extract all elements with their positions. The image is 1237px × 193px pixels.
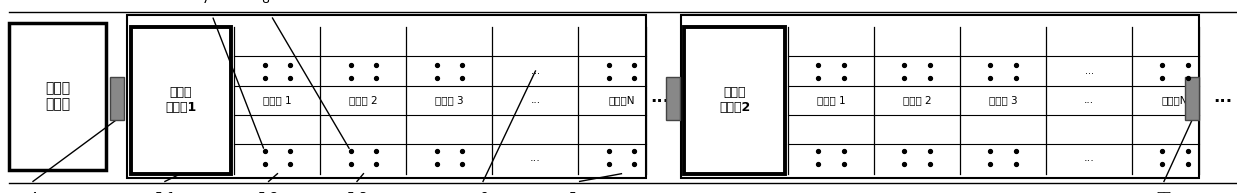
Bar: [131, 27, 231, 174]
Text: 传感元 2: 传感元 2: [903, 95, 931, 105]
Text: 传感元 3: 传感元 3: [988, 95, 1018, 105]
Text: 4: 4: [28, 191, 37, 193]
Bar: [10, 23, 106, 170]
Bar: [680, 15, 1200, 178]
Text: ...: ...: [1084, 95, 1095, 105]
Bar: [684, 27, 784, 174]
Text: 传感元 3: 传感元 3: [435, 95, 464, 105]
Text: 传感元N: 传感元N: [609, 95, 635, 105]
Text: 5-n: 5-n: [569, 191, 590, 193]
Bar: [1185, 77, 1200, 120]
Text: 6: 6: [479, 191, 487, 193]
Text: 7: 7: [202, 0, 210, 6]
Text: ...: ...: [1085, 66, 1094, 76]
Text: 信号处
理单元2: 信号处 理单元2: [719, 86, 750, 114]
Bar: [127, 15, 646, 178]
Text: 传感元 2: 传感元 2: [349, 95, 377, 105]
Text: 信号处
理单元1: 信号处 理单元1: [166, 86, 197, 114]
Text: 接口: 接口: [1157, 191, 1171, 193]
Text: 传感元 1: 传感元 1: [263, 95, 292, 105]
Text: ...: ...: [531, 95, 541, 105]
Text: ...: ...: [1213, 87, 1232, 106]
Text: 传感元N: 传感元N: [1162, 95, 1189, 105]
Text: 5-3: 5-3: [346, 191, 367, 193]
Text: 5-2: 5-2: [259, 191, 278, 193]
Text: ...: ...: [651, 87, 669, 106]
Text: ...: ...: [531, 66, 539, 76]
Text: 传感元 1: 传感元 1: [816, 95, 845, 105]
Text: 总信号
处理器: 总信号 处理器: [46, 81, 71, 112]
Text: ...: ...: [1084, 152, 1095, 163]
Text: 5-1: 5-1: [155, 191, 176, 193]
Bar: [666, 77, 680, 120]
Bar: [110, 77, 124, 120]
Text: ...: ...: [529, 152, 541, 163]
Text: 8: 8: [261, 0, 270, 6]
